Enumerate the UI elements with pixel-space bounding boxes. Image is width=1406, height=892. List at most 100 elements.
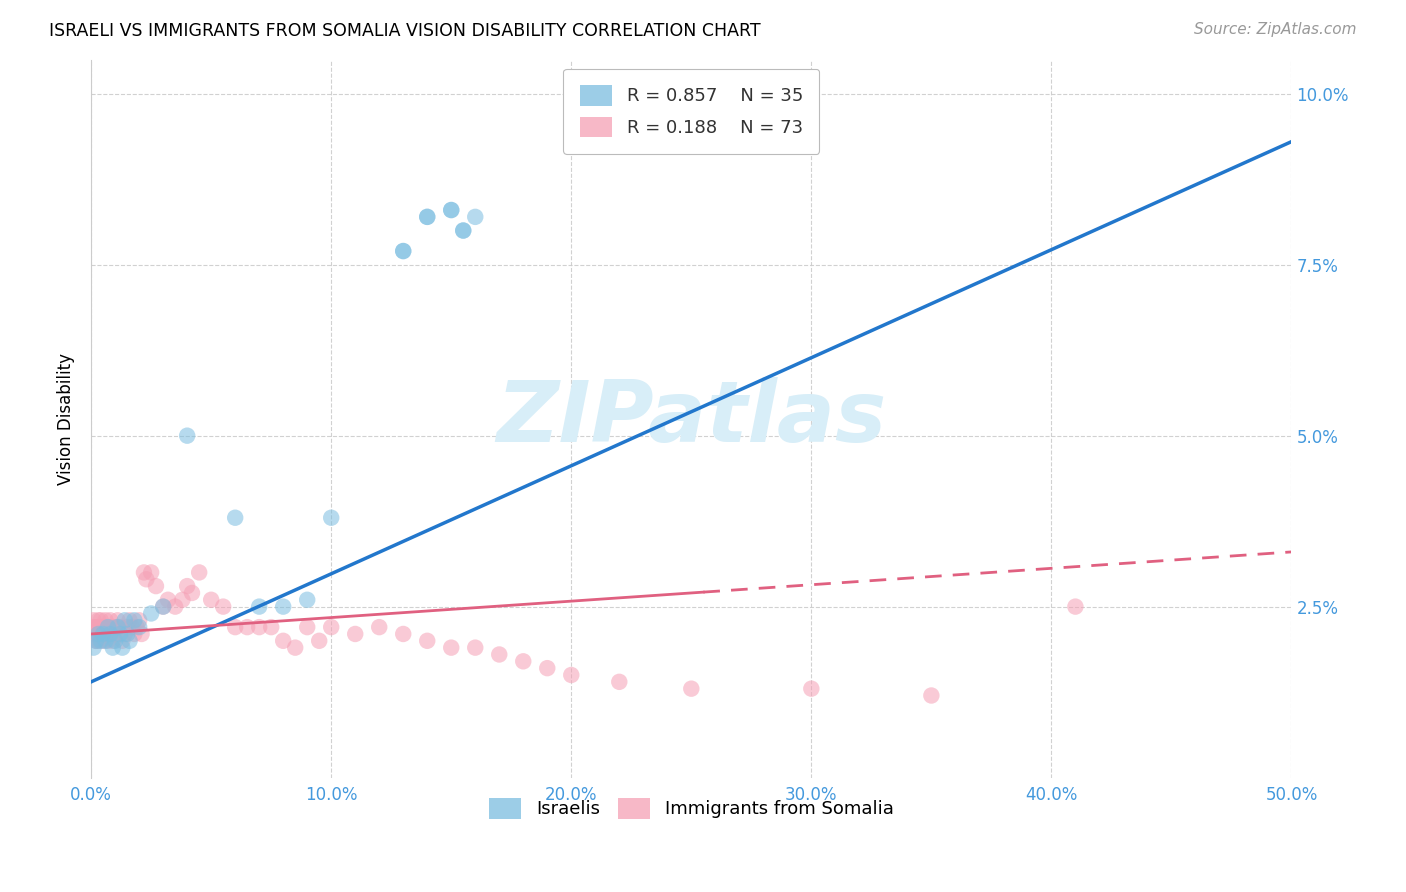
Point <box>83 620 105 634</box>
Point <box>344 627 367 641</box>
Point <box>84 633 107 648</box>
Point <box>416 210 439 224</box>
Point <box>464 210 486 224</box>
Point <box>115 620 138 634</box>
Text: Source: ZipAtlas.com: Source: ZipAtlas.com <box>1194 22 1357 37</box>
Point <box>321 620 343 634</box>
Point <box>141 607 163 621</box>
Point <box>111 640 134 655</box>
Point <box>416 633 439 648</box>
Point <box>488 648 510 662</box>
Point <box>104 627 127 641</box>
Point <box>101 633 124 648</box>
Point <box>87 633 110 648</box>
Point <box>124 613 146 627</box>
Point <box>271 599 294 614</box>
Point <box>440 640 463 655</box>
Point <box>90 627 112 641</box>
Point <box>247 599 270 614</box>
Legend: Israelis, Immigrants from Somalia: Israelis, Immigrants from Somalia <box>482 790 901 826</box>
Point <box>107 620 129 634</box>
Point <box>392 627 415 641</box>
Point <box>84 620 107 634</box>
Point <box>172 592 194 607</box>
Point <box>115 627 138 641</box>
Point <box>124 627 146 641</box>
Point <box>451 223 474 237</box>
Point <box>128 620 150 634</box>
Point <box>90 613 112 627</box>
Point <box>83 640 105 655</box>
Point <box>152 599 174 614</box>
Point <box>104 620 127 634</box>
Point <box>101 620 124 634</box>
Point <box>212 599 235 614</box>
Point <box>91 620 114 634</box>
Point <box>98 627 121 641</box>
Point <box>104 633 127 648</box>
Point <box>321 510 343 524</box>
Point <box>121 620 143 634</box>
Point <box>135 572 157 586</box>
Point <box>87 613 110 627</box>
Point <box>91 627 114 641</box>
Point <box>464 640 486 655</box>
Point <box>176 428 198 442</box>
Point <box>295 592 318 607</box>
Point <box>440 202 463 217</box>
Point <box>87 627 110 641</box>
Point <box>97 620 120 634</box>
Point <box>512 654 534 668</box>
Point <box>224 510 246 524</box>
Point <box>97 633 120 648</box>
Point <box>91 627 114 641</box>
Point <box>440 202 463 217</box>
Point <box>83 627 105 641</box>
Point <box>114 627 136 641</box>
Point <box>536 661 558 675</box>
Point <box>607 674 630 689</box>
Text: ISRAELI VS IMMIGRANTS FROM SOMALIA VISION DISABILITY CORRELATION CHART: ISRAELI VS IMMIGRANTS FROM SOMALIA VISIO… <box>49 22 761 40</box>
Point <box>141 566 163 580</box>
Point <box>681 681 703 696</box>
Point <box>118 633 141 648</box>
Y-axis label: Vision Disability: Vision Disability <box>58 352 75 484</box>
Point <box>800 681 823 696</box>
Point <box>128 613 150 627</box>
Point <box>91 633 114 648</box>
Point <box>98 613 121 627</box>
Point <box>176 579 198 593</box>
Point <box>90 633 112 648</box>
Point <box>308 633 330 648</box>
Point <box>90 620 112 634</box>
Point <box>247 620 270 634</box>
Point <box>108 627 131 641</box>
Point <box>114 613 136 627</box>
Point <box>83 613 105 627</box>
Point <box>97 620 120 634</box>
Point <box>1064 599 1087 614</box>
Point <box>84 627 107 641</box>
Point <box>560 668 582 682</box>
Point <box>271 633 294 648</box>
Point <box>165 599 187 614</box>
Point <box>200 592 222 607</box>
Text: ZIPatlas: ZIPatlas <box>496 377 886 460</box>
Point <box>125 620 148 634</box>
Point <box>111 633 134 648</box>
Point <box>118 613 141 627</box>
Point <box>392 244 415 258</box>
Point <box>145 579 167 593</box>
Point <box>98 627 121 641</box>
Point <box>94 627 117 641</box>
Point <box>368 620 391 634</box>
Point <box>451 223 474 237</box>
Point <box>156 592 179 607</box>
Point <box>108 620 131 634</box>
Point <box>224 620 246 634</box>
Point <box>84 633 107 648</box>
Point <box>416 210 439 224</box>
Point <box>87 620 110 634</box>
Point <box>94 613 117 627</box>
Point <box>188 566 211 580</box>
